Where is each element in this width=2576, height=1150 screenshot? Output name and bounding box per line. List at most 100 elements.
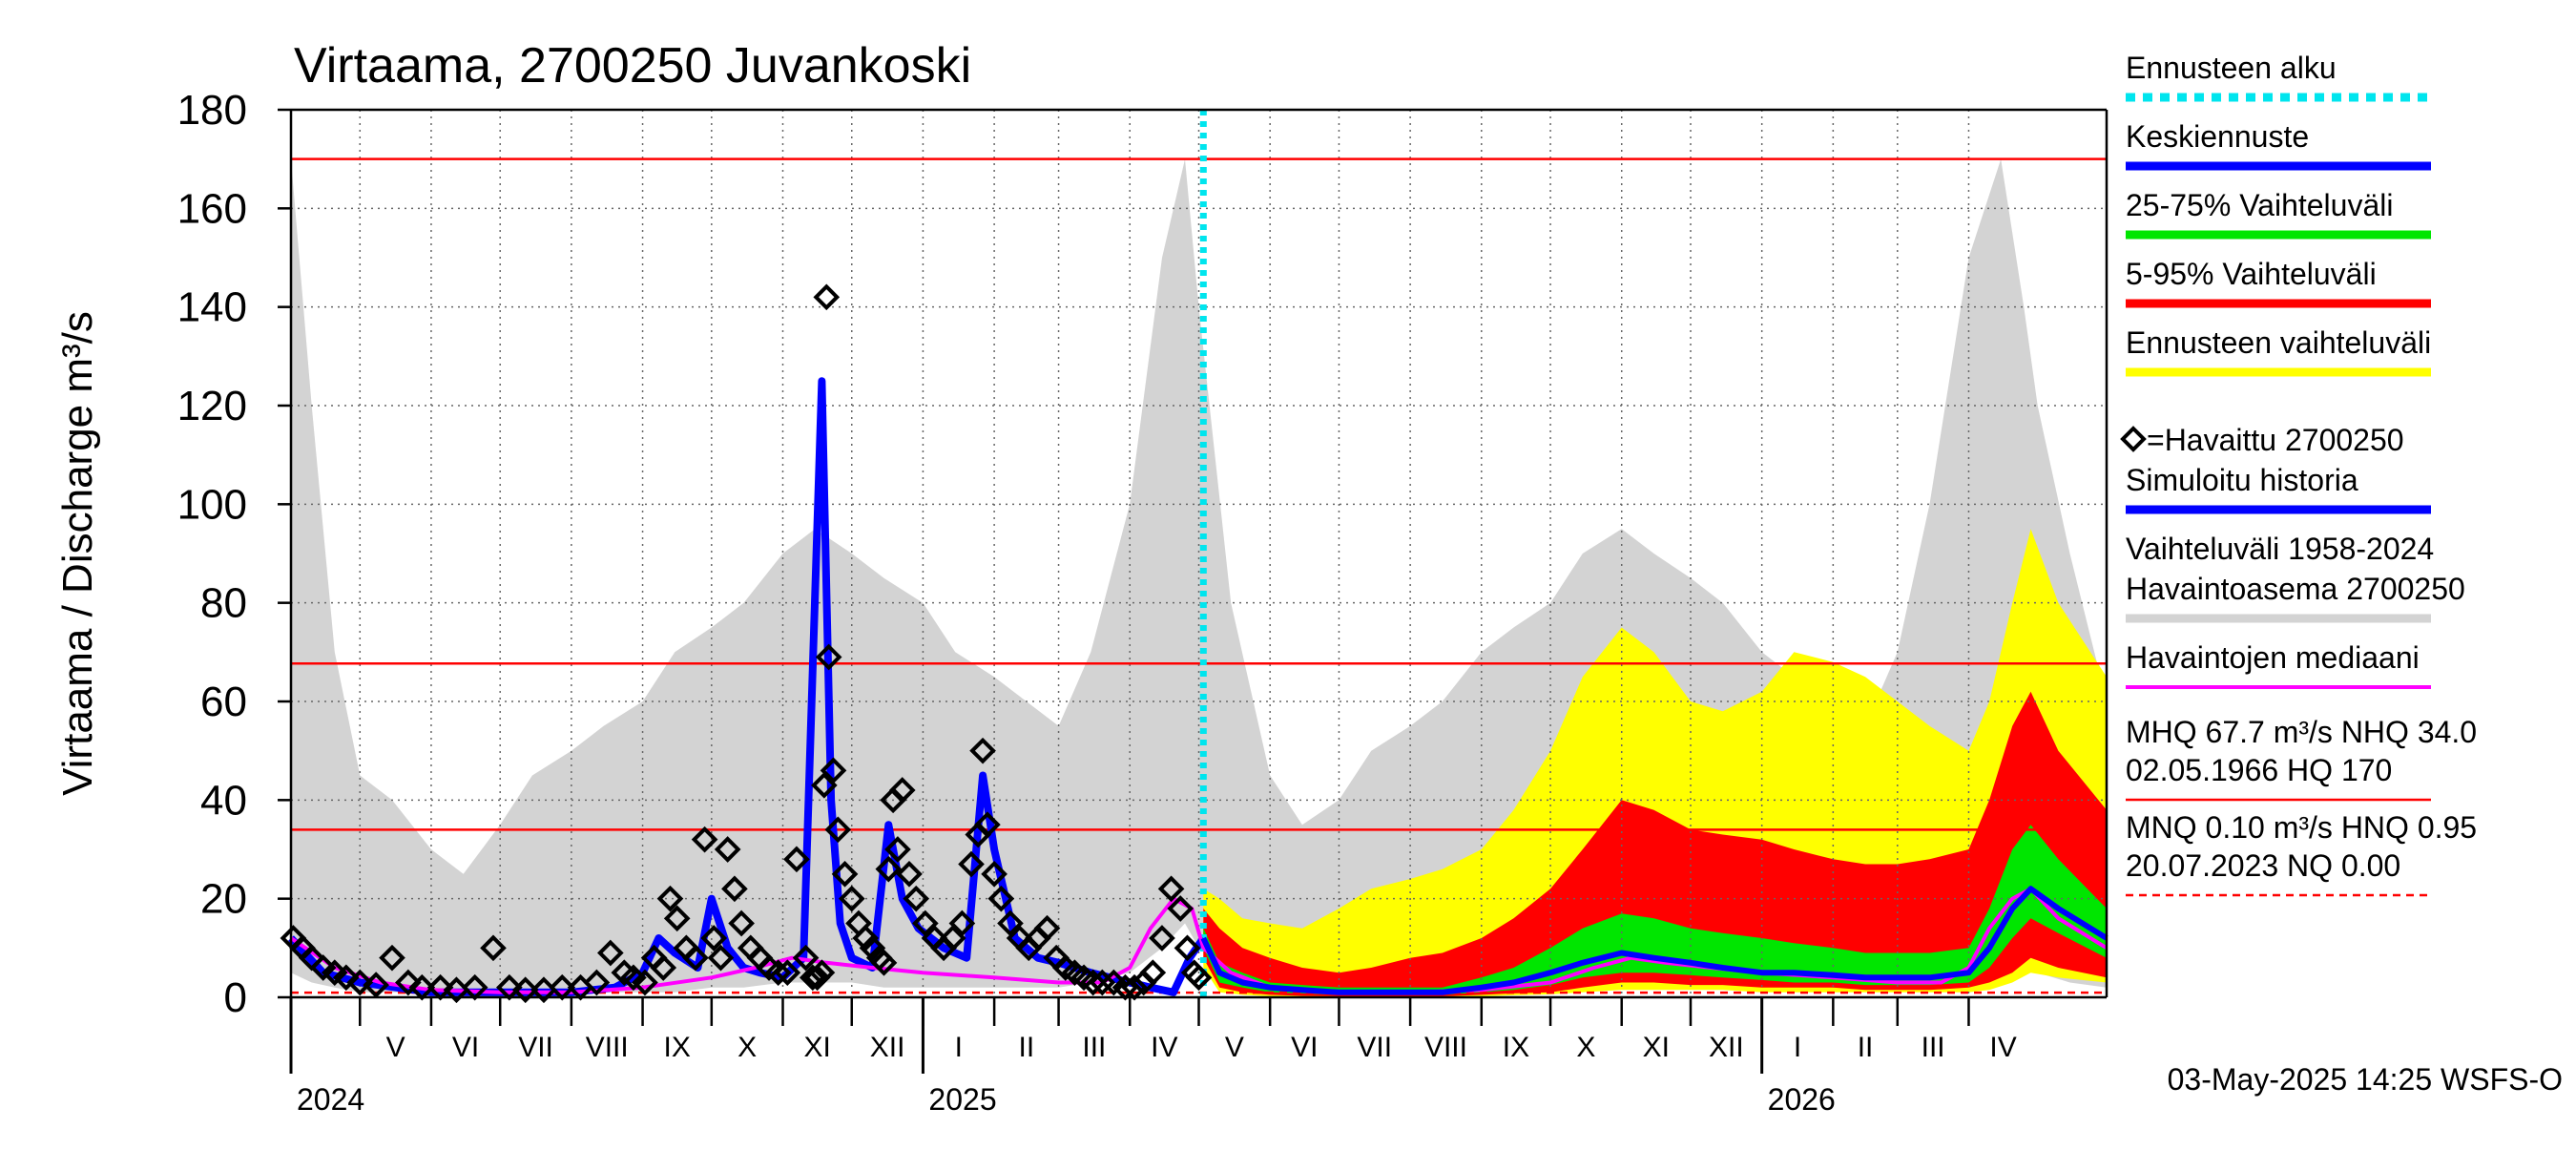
x-month-label: II (1018, 1032, 1034, 1063)
observed-marker (1167, 895, 1195, 922)
observed-marker (332, 964, 360, 992)
x-month-label: XII (1709, 1032, 1744, 1063)
x-month-label: XI (803, 1032, 830, 1063)
observed-marker (808, 959, 836, 986)
axes-layer: 0 20 40 60 80 100 120 140 160 180 Virtaama / Disch… (54, 87, 2109, 1117)
observed-marker (811, 772, 838, 799)
legend-label: =Havaittu 2700250 (2147, 423, 2404, 457)
observed-marker (870, 950, 898, 976)
simulated-history-line (288, 377, 1207, 996)
observed-marker (912, 910, 939, 937)
observed-marker (896, 861, 923, 888)
observed-marker (903, 885, 930, 912)
observed-marker (1139, 959, 1167, 986)
x-month-label: XI (1643, 1032, 1670, 1063)
observed-marker (1185, 964, 1213, 992)
observed-marker (997, 910, 1024, 937)
stat-line: 02.05.1966 HQ 170 (2126, 753, 2392, 787)
observed-marker (939, 925, 966, 951)
observed-marker (987, 885, 1015, 912)
observed-marker (663, 905, 691, 932)
observed-marker (1149, 925, 1175, 951)
grid-layer (291, 109, 2107, 998)
observed-marker (583, 969, 611, 996)
x-month-label: X (1576, 1032, 1595, 1063)
observed-marker (1174, 934, 1201, 962)
observed-marker (480, 934, 507, 962)
observed-marker (1157, 875, 1185, 903)
stat-line: MHQ 67.7 m³/s NHQ 34.0 (2126, 715, 2477, 749)
observed-marker (824, 816, 852, 844)
footer-timestamp: 03-May-2025 14:25 WSFS-O (2168, 1062, 2563, 1097)
x-month-label: XII (870, 1032, 905, 1063)
observed-marker (813, 283, 841, 311)
legend-label: Ennusteen alku (2126, 51, 2337, 85)
observed-marker (363, 972, 389, 998)
observed-marker (379, 944, 405, 972)
observed-marker (597, 939, 624, 967)
legend-label: Havaintojen mediaani (2126, 640, 2420, 675)
observed-marker (831, 861, 859, 888)
legend-label: Simuloitu historia (2126, 463, 2358, 497)
x-month-label: VII (1357, 1032, 1392, 1063)
y-tick-label: 160 (177, 185, 247, 232)
x-month-label: VI (1291, 1032, 1318, 1063)
mean-forecast-line (1200, 886, 2109, 995)
x-month-label: I (1794, 1032, 1801, 1063)
y-tick-label: 60 (200, 679, 247, 725)
observed-marker (632, 969, 658, 996)
observed-marker (682, 944, 709, 972)
legend-label: Havaintoasema 2700250 (2126, 572, 2465, 606)
observed-marker (346, 969, 374, 996)
reference-lines-layer (291, 110, 2107, 997)
observed-marker (958, 850, 985, 878)
y-axis-label: Virtaama / Discharge m³/s (54, 311, 101, 796)
observed-marker (981, 861, 1008, 888)
x-month-label: X (737, 1032, 757, 1063)
observed-markers-layer (280, 283, 1213, 1004)
observed-marker (721, 875, 748, 903)
x-month-label: IX (664, 1032, 691, 1063)
observed-median-line (289, 887, 2109, 994)
legend-label: Ennusteen vaihteluväli (2126, 325, 2431, 360)
observed-marker (974, 811, 1001, 838)
observed-marker (511, 976, 539, 1004)
observed-marker (838, 885, 865, 912)
x-month-label: IV (1151, 1032, 1177, 1063)
y-tick-label: 20 (200, 876, 247, 923)
legend: Ennusteen alku Keskiennuste 25-75% Vaihtel… (2120, 51, 2477, 897)
observed-marker (875, 855, 903, 883)
observed-marker (714, 836, 741, 863)
x-month-label: II (1858, 1032, 1874, 1063)
observed-marker (783, 846, 810, 873)
x-year-label: 2026 (1768, 1082, 1836, 1117)
x-year-label: 2025 (928, 1082, 996, 1117)
stat-line: MNQ 0.10 m³/s HNQ 0.95 (2126, 810, 2477, 845)
observed-marker (815, 643, 842, 671)
observed-marker (1033, 914, 1061, 942)
y-tick-label: 140 (177, 284, 247, 331)
series-lines-layer (288, 377, 2109, 996)
x-month-label: VII (518, 1032, 553, 1063)
legend-label: 5-95% Vaihteluväli (2126, 257, 2377, 291)
legend-marker-swatch (2120, 426, 2147, 452)
x-month-label: III (1922, 1032, 1945, 1063)
x-month-label: IV (1989, 1032, 2016, 1063)
x-month-label: IX (1503, 1032, 1529, 1063)
observed-marker (884, 836, 911, 863)
observed-marker (859, 934, 886, 962)
y-tick-label: 0 (224, 974, 247, 1021)
x-month-label: V (386, 1032, 405, 1063)
observed-marker (948, 910, 976, 937)
chart-title: Virtaama, 2700250 Juvankoski (294, 38, 971, 94)
observed-marker (820, 757, 847, 784)
observed-marker (969, 737, 996, 764)
x-month-label: I (955, 1032, 963, 1063)
observed-marker (691, 826, 718, 853)
x-month-label: VI (452, 1032, 479, 1063)
observed-marker (774, 959, 801, 986)
y-tick-label: 40 (200, 777, 247, 824)
legend-label: Vaihteluväli 1958-2024 (2126, 532, 2434, 566)
